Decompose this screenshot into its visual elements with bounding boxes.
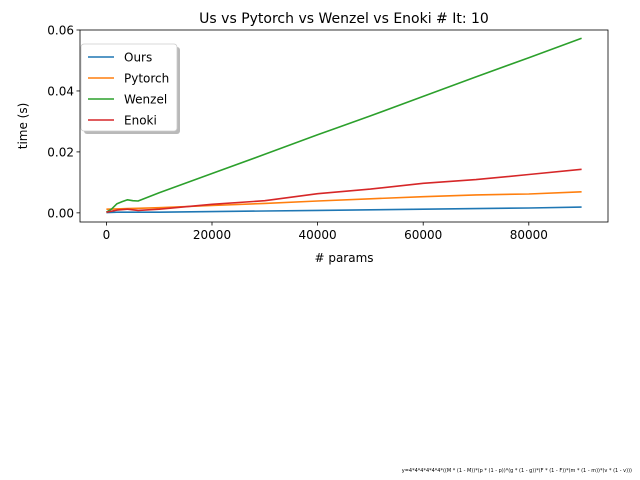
chart-title: Us vs Pytorch vs Wenzel vs Enoki # It: 1… (199, 11, 489, 27)
axes-frame (79, 29, 609, 223)
y-tick-label: 0.02 (47, 145, 74, 159)
series-line-ours (106, 206, 582, 214)
series-line-wenzel (105, 37, 582, 213)
x-tick-label: 20000 (193, 228, 231, 242)
y-tick-label: 0.04 (47, 84, 74, 98)
x-tick-label: 0 (103, 228, 111, 242)
series-line-pytorch (106, 191, 582, 210)
series-line-enoki (106, 168, 582, 213)
y-axis-label: time (s) (16, 103, 30, 150)
legend-label-wenzel: Wenzel (124, 93, 167, 107)
x-axis-label: # params (314, 251, 373, 265)
legend-box (80, 43, 178, 132)
x-tick-label: 80000 (510, 228, 548, 242)
legend-label-enoki: Enoki (124, 114, 157, 128)
ticks-layer: 0 20000 40000 60000 80000 0.00 0.02 0.04 0.06 (47, 24, 548, 243)
legend-label-pytorch: Pytorch (124, 72, 169, 86)
legend: Ours Pytorch Wenzel Enoki (80, 43, 180, 134)
x-tick-label: 60000 (404, 228, 442, 242)
legend-label-ours: Ours (124, 51, 152, 65)
y-tick-label: 0.00 (47, 206, 74, 220)
plot-area-border (79, 29, 609, 223)
formula-footnote: y=4*4*4*4*4*4*((M * (1 - M))*(p * (1 - p… (401, 468, 632, 474)
series-layer (105, 37, 582, 214)
x-tick-label: 40000 (299, 228, 337, 242)
y-tick-label: 0.06 (47, 24, 74, 38)
